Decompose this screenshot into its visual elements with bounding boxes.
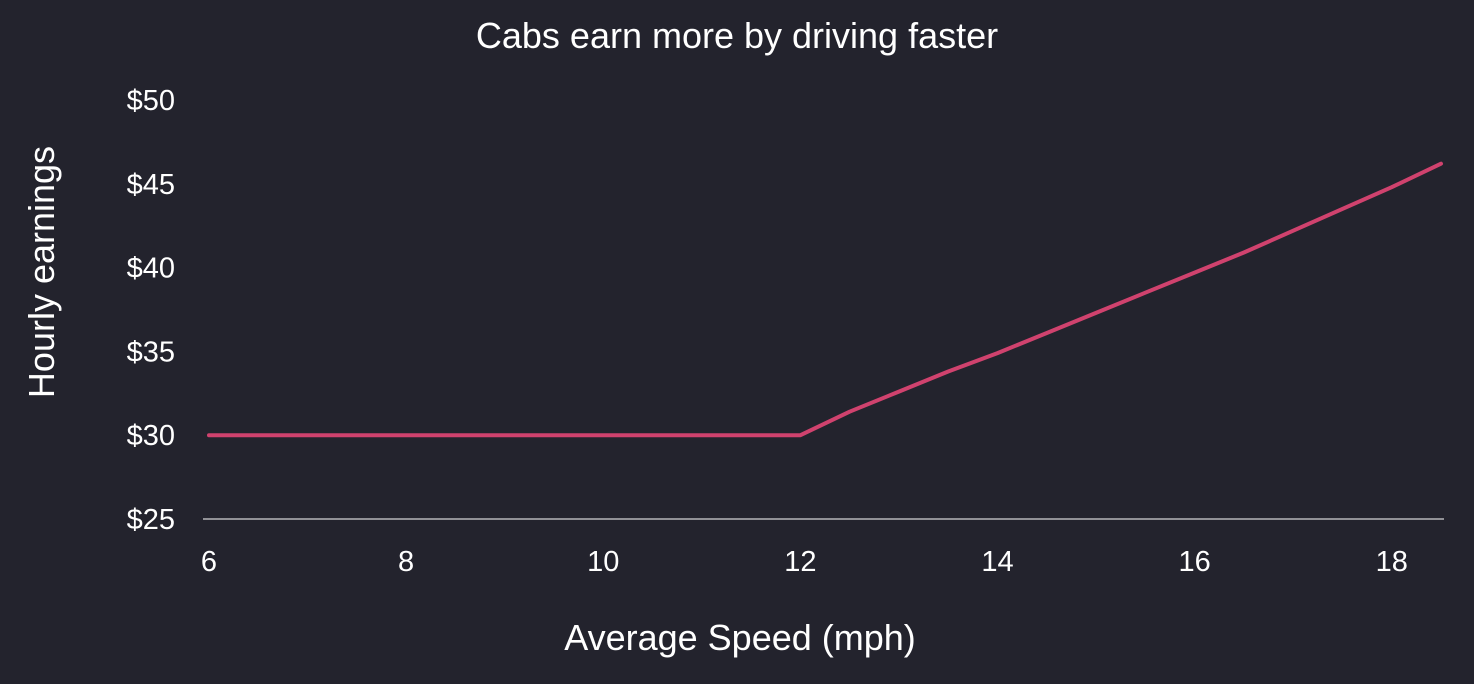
y-tick-label: $40 [127, 253, 175, 285]
x-tick-label: 18 [1376, 546, 1408, 578]
x-tick-label: 12 [784, 546, 816, 578]
y-tick-label: $45 [127, 169, 175, 201]
series-group [207, 161, 1443, 438]
y-tick-label: $35 [127, 336, 175, 368]
y-tick-label: $50 [127, 85, 175, 117]
x-axis-label: Average Speed (mph) [564, 617, 916, 658]
y-axis-label: Hourly earnings [21, 146, 62, 398]
x-tick-label: 14 [981, 546, 1013, 578]
x-tick-label: 16 [1178, 546, 1210, 578]
y-axis-ticks: $25 $30 $35 $40 $45 $50 [127, 85, 175, 536]
x-tick-label: 6 [201, 546, 217, 578]
x-tick-label: 8 [398, 546, 414, 578]
chart-title: Cabs earn more by driving faster [476, 15, 998, 56]
y-tick-label: $30 [127, 420, 175, 452]
x-axis-ticks: 6 8 10 12 14 16 18 [201, 546, 1408, 578]
x-tick-label: 10 [587, 546, 619, 578]
y-tick-label: $25 [127, 504, 175, 536]
series-line [207, 161, 1443, 438]
